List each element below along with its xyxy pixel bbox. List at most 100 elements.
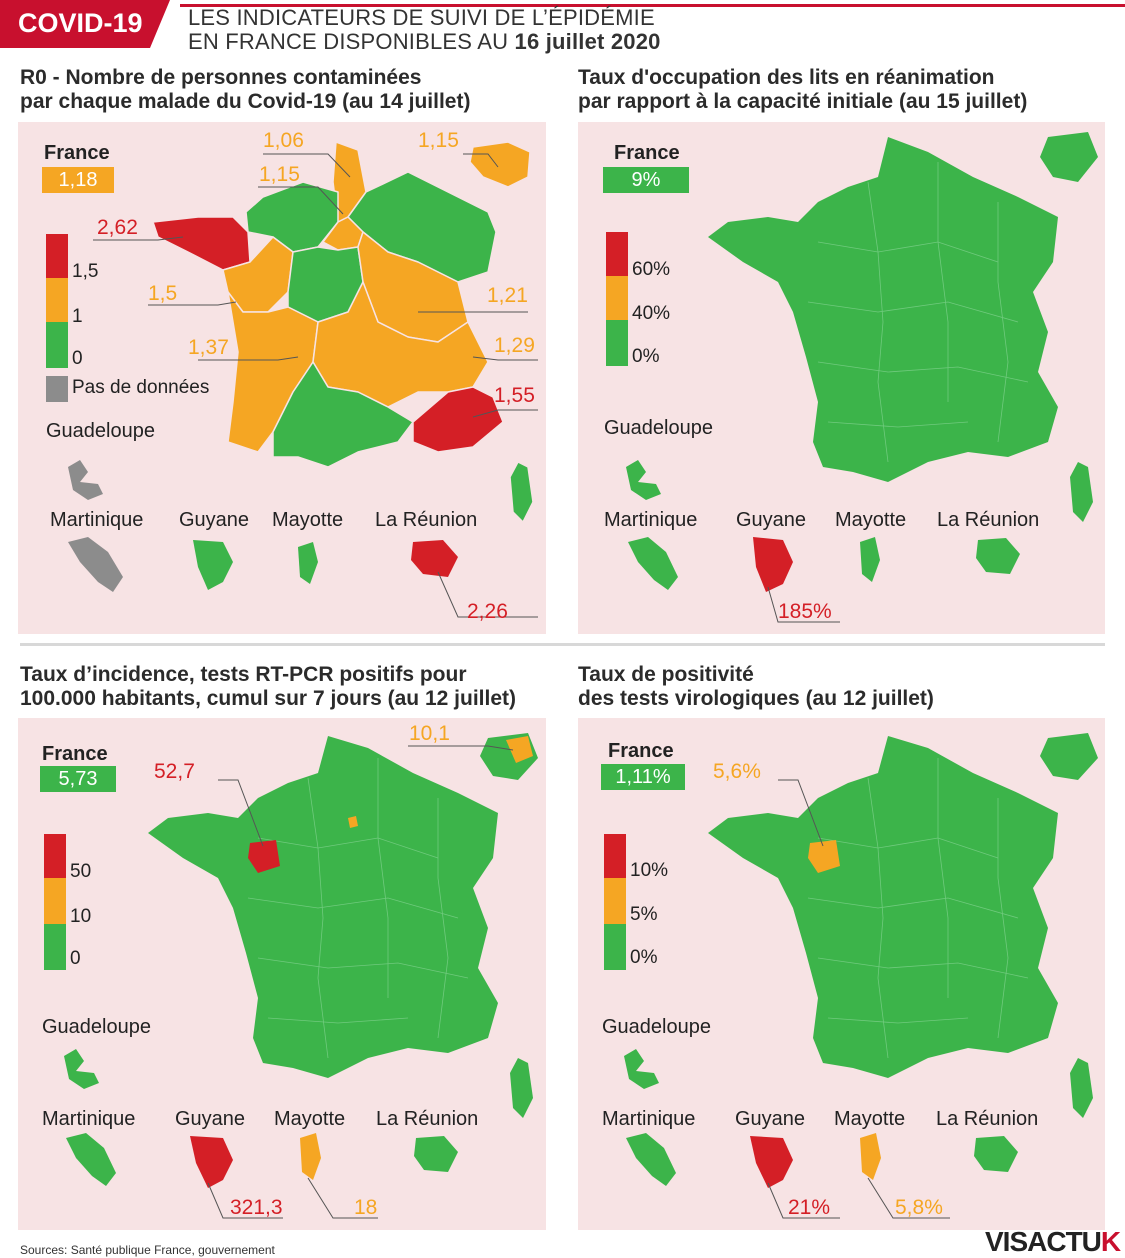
r0-label-mayotte: Mayotte	[272, 509, 344, 531]
sources-note: Sources: Santé publique France, gouverne…	[20, 1243, 275, 1257]
pos-callout-2: 21%	[788, 1196, 831, 1219]
panel-r0-title: R0 - Nombre de personnes contaminées par …	[20, 66, 470, 114]
pos-highlight-orange	[808, 840, 840, 873]
inc-callout-4: 18	[354, 1196, 378, 1219]
icu-legend-label-3: 0%	[632, 346, 660, 367]
r0-label-guyane: Guyane	[179, 509, 250, 531]
icu-legend-orange	[606, 276, 628, 320]
pos-mayotte	[860, 1133, 881, 1180]
pos-callout-1: 5,6%	[713, 760, 761, 783]
r0-legend-green	[46, 322, 68, 368]
r0-guyane	[193, 540, 233, 590]
pos-label-martinique: Martinique	[602, 1108, 696, 1130]
r0-legend-label-1: 1,5	[72, 261, 99, 282]
r0-callout-9: 1,55	[494, 384, 535, 407]
pos-guadeloupe	[624, 1049, 659, 1089]
panel-r0-title-line1: R0 - Nombre de personnes contaminées	[20, 66, 422, 89]
r0-region-bretagne	[152, 216, 251, 271]
inc-legend-label-1: 50	[70, 861, 92, 882]
icu-martinique	[628, 537, 678, 590]
inc-legend-label-2: 10	[70, 906, 92, 927]
r0-legend-red	[46, 234, 68, 278]
inc-label-guadeloupe: Guadeloupe	[42, 1016, 151, 1038]
icu-france-value: 9%	[603, 167, 689, 193]
inc-france-label: France	[42, 743, 108, 765]
panel-icu-title-line1: Taux d'occupation des lits en réanimatio…	[578, 66, 995, 89]
panel-incidence-title-line2: 100.000 habitants, cumul sur 7 jours (au…	[20, 687, 516, 710]
r0-callout-4: 2,62	[97, 216, 138, 239]
headline-line1: LES INDICATEURS DE SUIVI DE L’ÉPIDÉMIE	[188, 5, 655, 30]
r0-leader-3	[463, 153, 499, 168]
r0-callout-10: 2,26	[467, 600, 508, 623]
icu-label-guadeloupe: Guadeloupe	[604, 417, 713, 439]
icu-leader-1	[767, 586, 840, 623]
pos-label-guadeloupe: Guadeloupe	[602, 1016, 711, 1038]
icu-legend-green	[606, 320, 628, 366]
r0-callout-8: 1,29	[494, 334, 535, 357]
pos-legend-label-2: 5%	[630, 904, 658, 925]
r0-leader-9	[472, 409, 538, 418]
r0-label-martinique: Martinique	[50, 509, 144, 531]
panel-positivity-title: Taux de positivité des tests virologiques…	[578, 663, 934, 711]
icu-inset	[1040, 132, 1098, 182]
panel-positivity-title-line1: Taux de positivité	[578, 663, 754, 686]
panel-separator	[20, 643, 1105, 646]
icu-corse	[1070, 462, 1093, 522]
r0-callout-3: 1,15	[418, 129, 459, 152]
panel-positivity-title-line2: des tests virologiques (au 12 juillet)	[578, 687, 934, 710]
inc-leader-2	[408, 745, 514, 751]
headline-line2: EN FRANCE DISPONIBLES AU 16 juillet 2020	[188, 30, 661, 54]
inc-label-guyane: Guyane	[175, 1108, 246, 1130]
tag-shape	[0, 0, 170, 48]
r0-leader-7	[198, 356, 299, 361]
inc-guadeloupe	[64, 1049, 99, 1089]
pos-leader-3	[867, 1177, 950, 1219]
inc-highlight-orange	[348, 816, 358, 828]
r0-france-value: 1,18	[42, 167, 114, 193]
inc-france-value: 5,73	[40, 766, 116, 792]
inc-legend-green	[44, 924, 66, 970]
pos-legend-green	[604, 924, 626, 970]
r0-france-label: France	[44, 142, 110, 164]
inc-label-la-reunion: La Réunion	[376, 1108, 479, 1130]
inc-callout-2: 52,7	[154, 760, 195, 783]
pos-france-value: 1,11%	[601, 764, 685, 790]
brand-text-1: VISACTU	[985, 1226, 1102, 1257]
headline-date: 16 juillet 2020	[514, 29, 661, 54]
pos-france-label: France	[608, 740, 674, 762]
r0-legend-label-3: 0	[72, 348, 83, 369]
icu-legend-label-1: 60%	[632, 259, 671, 280]
brand-text-2: K	[1100, 1226, 1121, 1257]
inc-callout-1: 10,1	[409, 722, 450, 745]
inc-corse	[510, 1058, 533, 1118]
pos-map	[624, 733, 1098, 1219]
headline-line2-prefix: EN FRANCE DISPONIBLES AU	[188, 29, 515, 54]
panel-incidence-title: Taux d’incidence, tests RT-PCR positifs …	[20, 663, 516, 711]
icu-france-shape	[708, 137, 1058, 482]
r0-legend-orange	[46, 278, 68, 322]
r0-callout-7: 1,37	[188, 336, 229, 359]
panel-icu-title-line2: par rapport à la capacité initiale (au 1…	[578, 90, 1028, 113]
pos-inset	[1040, 733, 1098, 780]
inc-highlight-red	[248, 840, 280, 873]
inc-la-reunion	[414, 1136, 458, 1172]
icu-callout-1: 185%	[778, 600, 832, 623]
r0-callout-5: 1,5	[148, 282, 178, 305]
inc-leader-3	[207, 1182, 283, 1219]
r0-leader-5	[148, 301, 237, 306]
r0-callout-6: 1,21	[487, 284, 528, 307]
r0-leader-2	[258, 186, 344, 215]
icu-mayotte	[860, 537, 880, 582]
r0-callout-2: 1,15	[259, 163, 300, 186]
header: COVID-19 LES INDICATEURS DE SUIVI DE L’É…	[0, 0, 1125, 62]
inc-callout-3: 321,3	[230, 1196, 283, 1219]
icu-la-reunion	[976, 538, 1020, 574]
r0-leader-8	[472, 356, 538, 361]
r0-leader-10	[437, 571, 538, 618]
icu-label-la-reunion: La Réunion	[937, 509, 1040, 531]
icu-label-mayotte: Mayotte	[835, 509, 907, 531]
pos-guyane	[750, 1136, 793, 1188]
inc-leader-1	[218, 779, 264, 847]
inc-legend-label-3: 0	[70, 948, 81, 969]
header-rule	[180, 4, 1125, 7]
